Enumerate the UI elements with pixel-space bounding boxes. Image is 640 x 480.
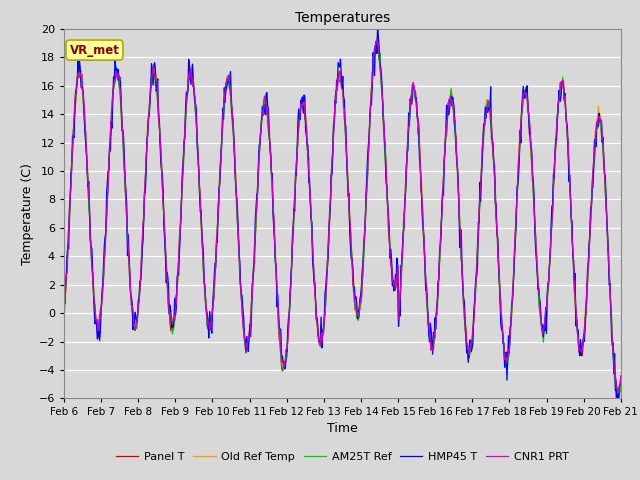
Old Ref Temp — [60, 312, 68, 318]
Legend: Panel T, Old Ref Temp, AM25T Ref, HMP45 T, CNR1 PRT: Panel T, Old Ref Temp, AM25T Ref, HMP45 … — [112, 448, 573, 467]
HMP45 T — [613, 411, 621, 417]
AM25T Ref — [612, 395, 620, 401]
AM25T Ref — [70, 120, 78, 126]
CNR1 PRT — [70, 114, 78, 120]
AM25T Ref — [411, 91, 419, 96]
AM25T Ref — [60, 318, 68, 324]
HMP45 T — [70, 135, 78, 141]
Panel T — [184, 87, 192, 93]
Panel T — [127, 295, 135, 300]
AM25T Ref — [373, 41, 381, 47]
Old Ref Temp — [70, 119, 78, 125]
Panel T — [616, 394, 623, 400]
Old Ref Temp — [613, 388, 621, 394]
Panel T — [60, 301, 68, 307]
X-axis label: Time: Time — [327, 421, 358, 434]
Line: CNR1 PRT: CNR1 PRT — [64, 38, 621, 392]
CNR1 PRT — [60, 299, 68, 304]
Panel T — [617, 373, 625, 379]
HMP45 T — [428, 326, 435, 332]
Old Ref Temp — [184, 84, 192, 90]
Panel T — [428, 347, 435, 353]
Old Ref Temp — [374, 41, 381, 47]
AM25T Ref — [127, 295, 135, 300]
Line: Old Ref Temp: Old Ref Temp — [64, 44, 621, 391]
HMP45 T — [184, 88, 192, 94]
Line: Panel T: Panel T — [64, 44, 621, 397]
Panel T — [214, 225, 221, 230]
Line: AM25T Ref: AM25T Ref — [64, 44, 621, 398]
AM25T Ref — [184, 84, 192, 90]
HMP45 T — [617, 380, 625, 386]
HMP45 T — [214, 240, 221, 245]
Old Ref Temp — [127, 300, 135, 306]
Line: HMP45 T: HMP45 T — [64, 24, 621, 414]
Old Ref Temp — [428, 345, 435, 350]
CNR1 PRT — [214, 227, 221, 233]
Old Ref Temp — [411, 91, 419, 97]
HMP45 T — [60, 297, 68, 303]
Panel T — [411, 92, 419, 97]
Panel T — [70, 120, 78, 125]
Old Ref Temp — [214, 225, 221, 231]
HMP45 T — [127, 295, 135, 301]
Panel T — [372, 41, 380, 47]
CNR1 PRT — [428, 347, 435, 352]
Text: VR_met: VR_met — [70, 44, 120, 57]
Title: Temperatures: Temperatures — [295, 11, 390, 25]
CNR1 PRT — [614, 389, 622, 395]
HMP45 T — [411, 87, 419, 93]
CNR1 PRT — [184, 81, 192, 86]
AM25T Ref — [617, 383, 625, 389]
CNR1 PRT — [411, 89, 419, 95]
CNR1 PRT — [373, 36, 381, 41]
CNR1 PRT — [127, 302, 135, 308]
AM25T Ref — [214, 228, 221, 234]
CNR1 PRT — [617, 374, 625, 380]
Old Ref Temp — [617, 379, 625, 385]
Y-axis label: Temperature (C): Temperature (C) — [21, 163, 35, 264]
AM25T Ref — [428, 335, 435, 340]
HMP45 T — [374, 21, 381, 27]
